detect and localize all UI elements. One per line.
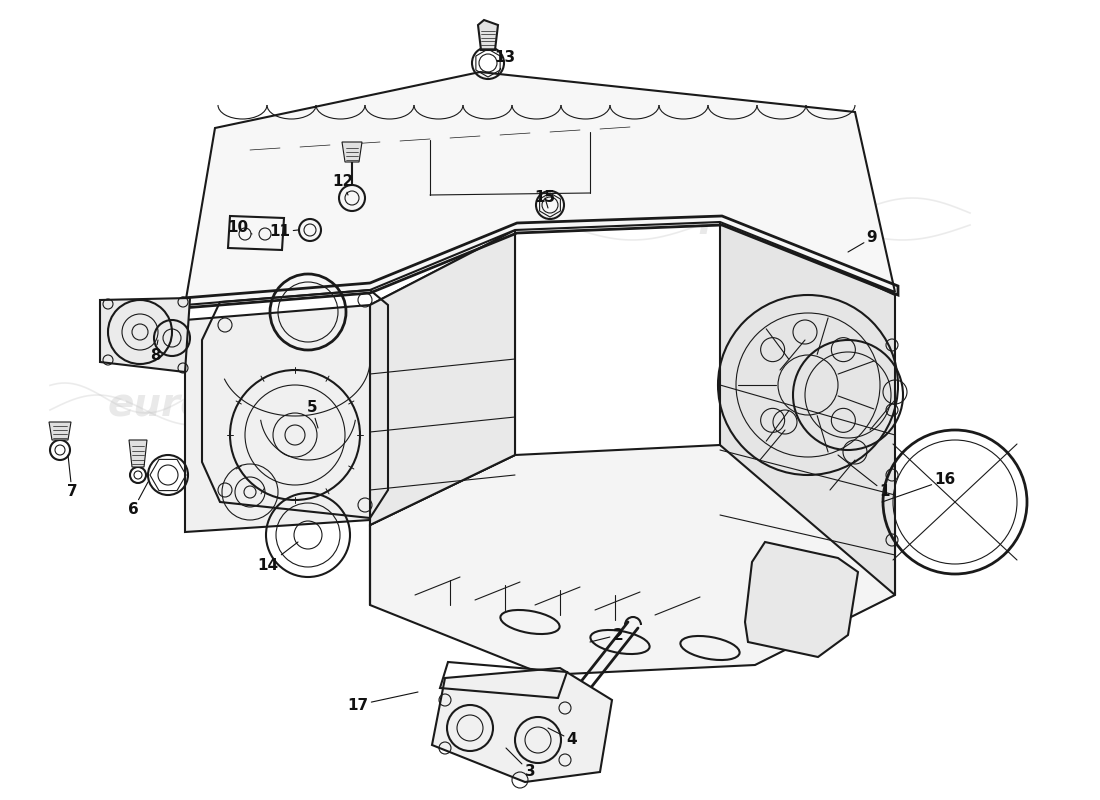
Text: 4: 4 xyxy=(548,728,578,747)
Text: 12: 12 xyxy=(332,174,353,195)
Text: 3: 3 xyxy=(506,748,536,779)
Text: 16: 16 xyxy=(882,473,956,502)
Text: eurospares: eurospares xyxy=(578,196,823,234)
Text: 8: 8 xyxy=(150,340,161,362)
Polygon shape xyxy=(100,298,190,372)
Polygon shape xyxy=(185,72,895,305)
Text: 1: 1 xyxy=(838,455,890,499)
Polygon shape xyxy=(370,230,515,605)
Text: 11: 11 xyxy=(270,225,298,239)
Text: eurospares: eurospares xyxy=(107,386,353,424)
Polygon shape xyxy=(432,668,612,782)
Text: 13: 13 xyxy=(494,50,516,74)
Polygon shape xyxy=(745,542,858,657)
Text: 10: 10 xyxy=(228,221,252,235)
Text: 2: 2 xyxy=(590,627,624,642)
Text: 5: 5 xyxy=(307,401,318,428)
Polygon shape xyxy=(478,20,498,50)
Polygon shape xyxy=(342,142,362,162)
Polygon shape xyxy=(720,215,895,595)
Text: 14: 14 xyxy=(257,542,298,573)
Polygon shape xyxy=(370,230,515,525)
Text: 15: 15 xyxy=(535,190,556,208)
Text: 7: 7 xyxy=(67,455,77,499)
Polygon shape xyxy=(370,445,895,675)
Text: 6: 6 xyxy=(128,482,148,518)
Polygon shape xyxy=(50,422,72,440)
Polygon shape xyxy=(129,440,147,467)
Text: 9: 9 xyxy=(848,230,878,252)
Text: 17: 17 xyxy=(348,692,418,713)
Polygon shape xyxy=(185,305,370,532)
